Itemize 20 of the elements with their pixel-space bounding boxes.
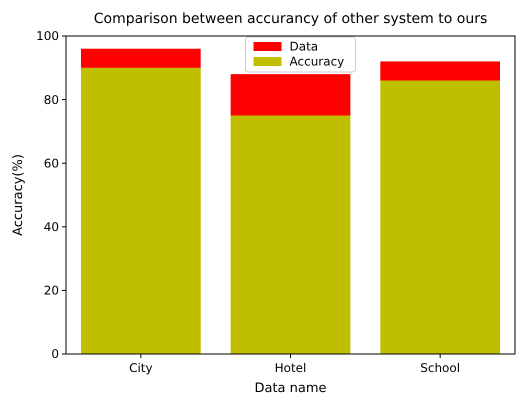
x-tick-label: Hotel [274, 361, 306, 375]
x-tick-label: City [129, 361, 153, 375]
y-tick-label: 80 [44, 92, 59, 107]
bar [230, 116, 350, 354]
y-axis-title: Accuracy(%) [11, 154, 26, 236]
y-tick-label: 20 [44, 284, 59, 298]
x-axis-title: Data name [254, 381, 327, 396]
y-tick-label: 100 [36, 29, 59, 44]
legend-label: Data [290, 40, 318, 54]
y-tick-label: 40 [44, 220, 59, 234]
bar [230, 74, 350, 116]
y-tick-label: 0 [51, 347, 59, 362]
bar [380, 61, 500, 81]
bar [380, 80, 500, 354]
bar [80, 48, 201, 68]
chart-title: Comparison between accurancy of other system to ours [94, 11, 488, 27]
legend-label: Accuracy [290, 54, 344, 69]
bar [80, 68, 201, 354]
y-tick-label: 60 [44, 156, 59, 170]
x-tick-label: School [420, 361, 460, 375]
